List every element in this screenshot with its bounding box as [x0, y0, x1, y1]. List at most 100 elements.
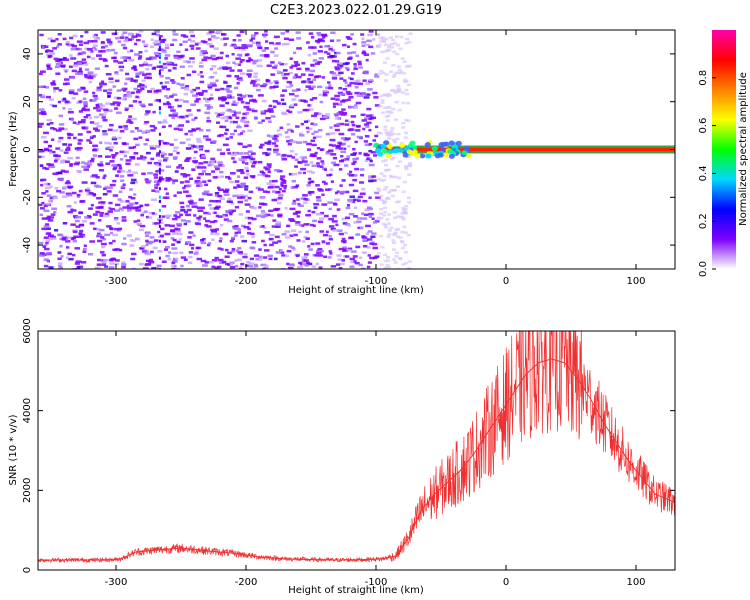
heatmap-cell [117, 61, 124, 64]
heatmap-cell [78, 235, 84, 238]
heatmap-cell [244, 124, 249, 127]
heatmap-cell [394, 35, 399, 38]
heatmap-cell [179, 43, 183, 46]
heatmap-cell [201, 58, 208, 62]
heatmap-cell [289, 263, 295, 266]
heatmap-cell [96, 125, 103, 128]
heatmap-cell [52, 196, 58, 200]
heatmap-cell [57, 262, 63, 265]
heatmap-cell [207, 56, 213, 60]
heatmap-cell [359, 168, 365, 171]
heatmap-cell [78, 189, 83, 193]
heatmap-cell [317, 247, 323, 251]
heatmap-cell [132, 206, 138, 210]
heatmap-cell [396, 87, 401, 90]
heatmap-cell [172, 63, 178, 67]
heatmap-cell [158, 224, 161, 228]
heatmap-cell [316, 85, 323, 89]
heatmap-cell [49, 52, 54, 55]
heatmap-cell [196, 184, 200, 187]
heatmap-cell [288, 172, 293, 176]
heatmap-cell [362, 79, 367, 82]
heatmap-cell [219, 51, 224, 55]
heatmap-cell [121, 265, 126, 269]
heatmap-cell [159, 234, 164, 238]
heatmap-cell [263, 54, 270, 57]
heatmap-cell [301, 160, 308, 163]
heatmap-cell [264, 30, 268, 33]
heatmap-cell [69, 163, 73, 166]
heatmap-cell [173, 138, 178, 142]
heatmap-cell [237, 78, 244, 82]
heatmap-cell [358, 152, 362, 155]
heatmap-cell [220, 87, 225, 91]
heatmap-cell [131, 37, 135, 41]
heatmap-cell [379, 40, 384, 43]
heatmap-cell [163, 156, 169, 160]
heatmap-cell [166, 216, 170, 219]
heatmap-cell [287, 266, 294, 269]
heatmap-cell [74, 147, 79, 150]
heatmap-cell [168, 124, 172, 128]
heatmap-cell [38, 122, 44, 126]
heatmap-cell [366, 114, 372, 117]
heatmap-cell [283, 72, 290, 76]
heatmap-cell [180, 256, 187, 259]
heatmap-cell [213, 165, 220, 168]
heatmap-cell [283, 69, 288, 72]
heatmap-cell [262, 34, 267, 38]
heatmap-cell [46, 118, 52, 122]
heatmap-cell [65, 82, 70, 85]
heatmap-cell [201, 170, 206, 173]
heatmap-cell [82, 97, 87, 101]
heatmap-cell [176, 82, 180, 85]
heatmap-cell [273, 134, 279, 138]
heatmap-cell [290, 246, 295, 249]
heatmap-cell [235, 111, 242, 115]
heatmap-cell [289, 207, 296, 211]
heatmap-cell [72, 239, 78, 243]
heatmap-cell [83, 168, 90, 171]
heatmap-cell [180, 205, 185, 209]
heatmap-cell [382, 174, 387, 178]
heatmap-cell [274, 81, 279, 85]
heatmap-cell [306, 130, 310, 134]
heatmap-cell [178, 238, 182, 241]
heatmap-cell [259, 143, 265, 147]
heatmap-cell [311, 85, 316, 89]
snr-ytick-label: 2000 [22, 478, 33, 503]
heatmap-cell [200, 156, 206, 159]
heatmap-cell [383, 79, 388, 82]
heatmap-cell [388, 36, 393, 39]
heatmap-cell [43, 209, 50, 213]
heatmap-cell [141, 73, 147, 77]
heatmap-cell [99, 161, 103, 164]
heatmap-cell [113, 60, 119, 63]
heatmap-cell [326, 52, 331, 55]
colorbar-tick-label: 0.6 [698, 118, 709, 134]
snr-series-line [38, 358, 675, 561]
heatmap-cell [78, 47, 82, 51]
heatmap-cell [194, 100, 199, 103]
heatmap-cell [109, 207, 115, 211]
heatmap-cell [308, 46, 314, 49]
heatmap-cell [285, 236, 291, 239]
heatmap-cell [145, 110, 151, 113]
heatmap-cell [253, 116, 258, 119]
heatmap-cell [215, 200, 221, 203]
colorbar-tick-label: 0.0 [698, 261, 709, 277]
heatmap-cell [381, 159, 386, 163]
heatmap-cell [382, 188, 387, 191]
heatmap-cell [200, 259, 207, 263]
heatmap-cell [89, 136, 94, 140]
heatmap-cell [136, 222, 142, 226]
heatmap-cell [185, 220, 191, 223]
heatmap-cell [129, 188, 133, 191]
heatmap-cell [243, 253, 248, 256]
heatmap-cell [380, 99, 385, 102]
heatmap-cell [399, 35, 404, 39]
heatmap-cell [100, 41, 105, 44]
heatmap-cell [117, 101, 121, 105]
heatmap-cell [321, 240, 326, 243]
heatmap-cell [336, 190, 340, 193]
